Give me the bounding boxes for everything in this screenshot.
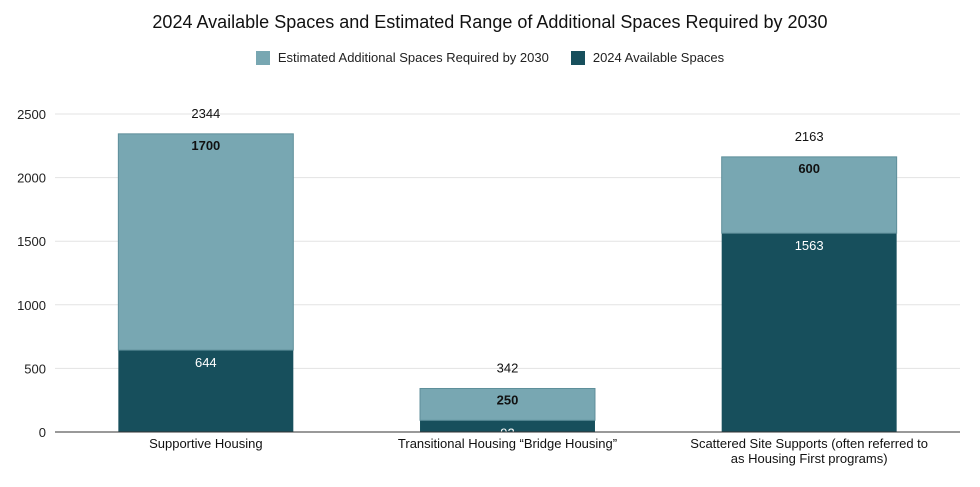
bar-additional-2	[721, 156, 898, 234]
data-label-additional: 250	[497, 392, 519, 407]
bar-available-0	[118, 350, 294, 432]
x-tick-label: Transitional Housing “Bridge Housing”	[398, 436, 617, 451]
y-tick-label: 500	[24, 361, 46, 376]
legend-label-available: 2024 Available Spaces	[592, 50, 725, 65]
legend: Estimated Additional Spaces Required by …	[0, 50, 980, 65]
x-tick-label: as Housing First programs)	[731, 451, 888, 466]
data-label-additional: 600	[798, 161, 820, 176]
data-label-available: 1563	[795, 238, 824, 253]
y-tick-label: 1000	[17, 298, 46, 313]
legend-swatch-additional	[255, 50, 270, 65]
y-tick-label: 2500	[17, 107, 46, 122]
y-tick-label: 1500	[17, 234, 46, 249]
legend-label-additional: Estimated Additional Spaces Required by …	[277, 50, 549, 65]
legend-item-additional: Estimated Additional Spaces Required by …	[255, 50, 549, 65]
data-label-available: 644	[195, 355, 217, 370]
x-tick-label: Scattered Site Supports (often referred …	[690, 436, 928, 451]
legend-swatch-available	[570, 50, 585, 65]
data-label-additional: 1700	[191, 138, 220, 153]
data-label-total: 342	[497, 360, 519, 375]
x-tick-label: Supportive Housing	[149, 436, 262, 451]
y-tick-label: 2000	[17, 171, 46, 186]
bar-available-2	[721, 233, 897, 432]
data-label-total: 2344	[191, 106, 220, 121]
bar-available-1	[420, 420, 595, 432]
y-tick-label: 0	[39, 425, 46, 440]
bar-additional-0	[117, 133, 294, 351]
data-label-total: 2163	[795, 129, 824, 144]
data-label-available: 92	[500, 425, 514, 440]
bar-additional-1	[419, 387, 596, 421]
legend-item-available: 2024 Available Spaces	[570, 50, 725, 65]
chart-title: 2024 Available Spaces and Estimated Rang…	[152, 12, 828, 32]
